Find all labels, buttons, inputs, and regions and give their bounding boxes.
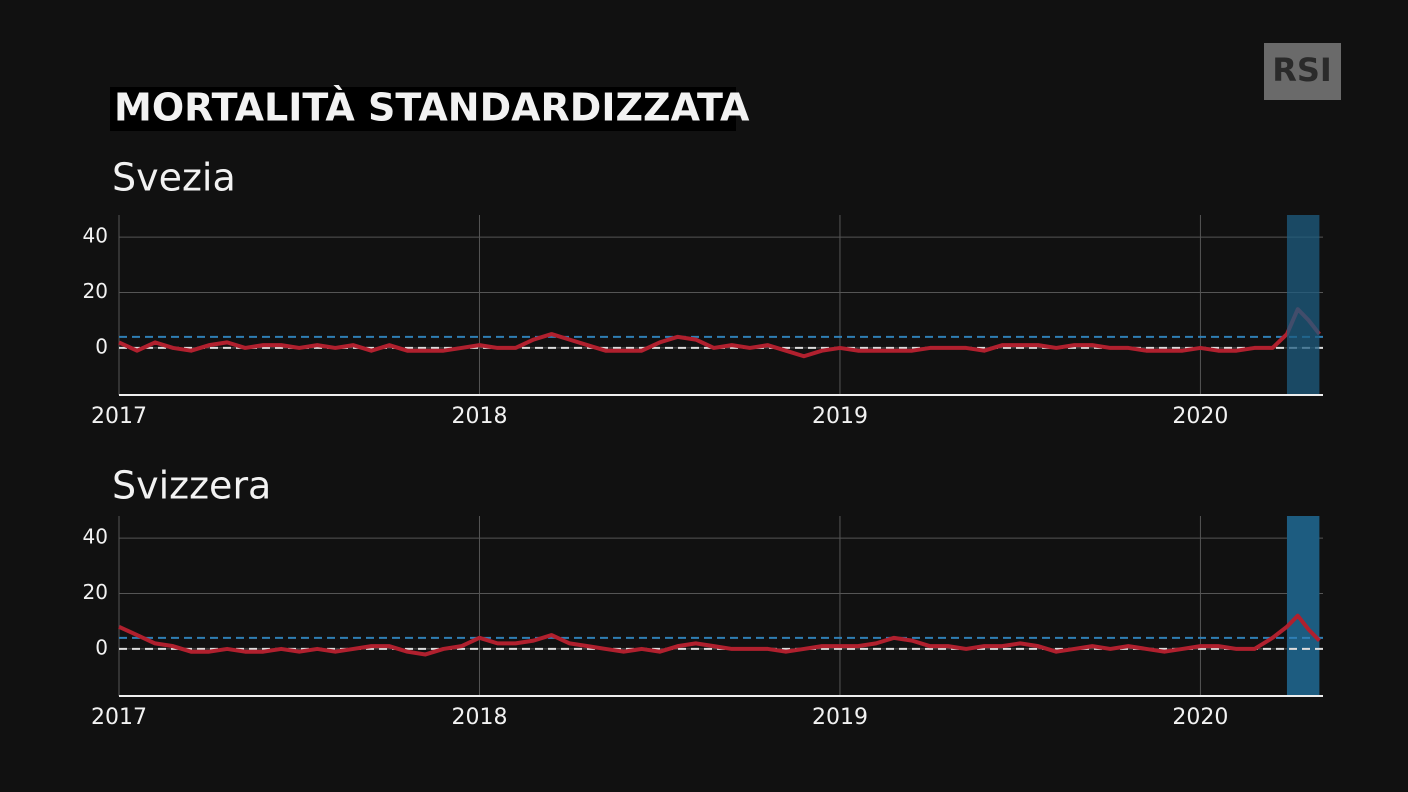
highlight-band xyxy=(1286,215,1320,395)
x-tick-label: 2017 xyxy=(91,705,147,730)
y-tick-label: 20 xyxy=(83,580,108,604)
y-tick-label: 0 xyxy=(95,334,108,358)
y-tick-label: 0 xyxy=(95,635,108,659)
y-tick-label: 40 xyxy=(83,525,108,549)
data-line xyxy=(118,613,1321,657)
chart-title: Svizzera xyxy=(112,464,271,508)
title-box xyxy=(110,87,736,131)
x-tick-label: 2018 xyxy=(451,705,507,730)
y-tick-label: 40 xyxy=(83,224,108,248)
x-tick-label: 2020 xyxy=(1172,404,1228,429)
highlight-band xyxy=(1286,516,1320,696)
data-line xyxy=(118,307,1321,359)
chart-title: Svezia xyxy=(112,156,236,200)
x-tick-label: 2018 xyxy=(451,404,507,429)
x-tick-label: 2020 xyxy=(1172,705,1228,730)
x-tick-label: 2017 xyxy=(91,404,147,429)
logo: RSI xyxy=(1272,51,1332,89)
page-title: MORTALITÀ STANDARDIZZATA xyxy=(114,86,750,130)
x-tick-label: 2019 xyxy=(812,404,868,429)
y-tick-label: 20 xyxy=(83,279,108,303)
x-tick-label: 2019 xyxy=(812,705,868,730)
logo-box xyxy=(1264,43,1341,100)
